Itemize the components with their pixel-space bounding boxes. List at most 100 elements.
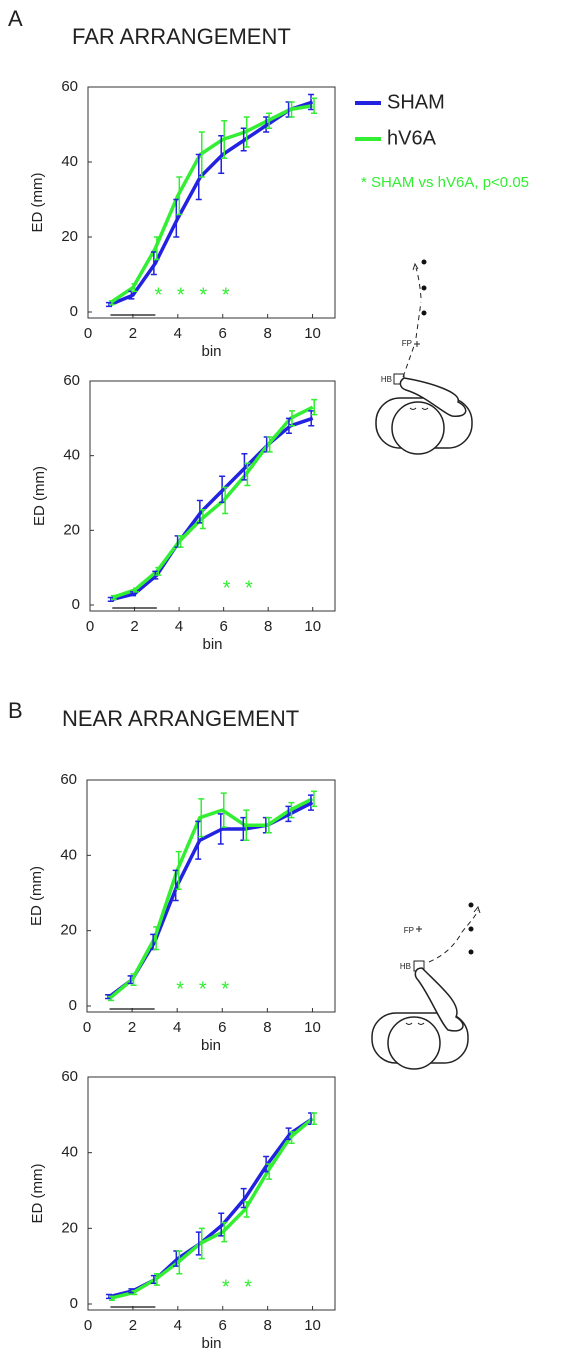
error-bar [288,801,295,819]
x-tick-label: 6 [219,325,227,342]
error-bar [221,1221,228,1243]
error-bar [220,792,227,828]
head [391,401,445,455]
error-bar [108,300,115,306]
x-tick-label: 6 [219,1317,227,1334]
x-tick-label: 8 [263,1019,271,1036]
legend-label: SHAM [387,91,445,113]
error-bar [243,809,250,842]
error-bar [177,535,184,548]
y-tick-label: 0 [72,596,80,613]
error-bar [218,135,225,174]
target [468,902,474,908]
sig-marker: * [223,577,231,599]
error-bar [108,1295,115,1301]
error-bar [263,1155,270,1173]
y-tick-label: 20 [61,228,78,245]
error-bar [152,570,159,580]
error-bar [195,820,202,860]
y-axis-label: ED (mm) [28,866,45,926]
plot-frame [87,86,336,319]
error-bar [199,509,206,530]
y-tick-label: 20 [63,521,80,538]
error-bar [308,410,315,427]
schematic-far: FP HB [375,259,473,455]
series-line [111,405,314,600]
sig-marker: * [222,1276,230,1298]
error-bar [150,1274,157,1284]
error-bar [311,1112,318,1126]
fixation-point [416,926,422,932]
error-bar [263,116,270,133]
error-bar [243,116,250,148]
error-bar [222,486,229,515]
series-line [108,797,314,1000]
error-bar [176,176,183,216]
x-tick-label: 6 [218,1019,226,1036]
arrow-head [473,905,481,914]
error-bar [130,973,137,987]
x-tick-label: 2 [129,325,137,342]
x-tick-label: 2 [130,618,138,635]
sig-marker: * [154,284,162,306]
error-bar [153,236,160,261]
y-tick-label: 20 [60,922,77,939]
error-bar [311,398,318,416]
error-bar [311,97,318,114]
error-bar [155,566,162,576]
y-axis-label: ED (mm) [31,466,48,526]
error-bar [217,813,224,845]
panel-title: NEAR ARRANGEMENT [62,706,299,731]
hb-label: HB [400,962,411,971]
error-bar [176,1250,183,1275]
x-axis-label: bin [201,1037,221,1054]
error-bar [198,798,205,838]
y-tick-label: 40 [60,846,77,863]
y-tick-label: 40 [61,153,78,170]
error-bar [153,926,160,951]
x-axis-label: bin [201,1335,221,1352]
trajectory [402,267,422,378]
eyes [409,407,429,410]
error-bar [150,251,157,276]
error-bar [288,101,295,118]
fixation-point [414,341,420,347]
x-tick-label: 4 [174,325,182,342]
error-bar [288,1131,295,1144]
x-tick-label: 8 [263,1317,271,1334]
error-bar [127,975,134,985]
error-bar [110,594,117,601]
error-bar [243,1201,250,1218]
sig-marker: * [199,284,207,306]
x-tick-label: 0 [86,618,94,635]
y-axis-label: ED (mm) [29,173,46,233]
x-tick-label: 2 [129,1317,137,1334]
error-bar [266,436,273,453]
x-tick-label: 10 [304,1317,321,1334]
error-bar [198,131,205,178]
schematic-near: FP HB [371,902,481,1070]
sig-marker: * [244,1276,252,1298]
y-tick-label: 40 [63,447,80,464]
y-tick-label: 0 [70,1295,78,1312]
error-bar [288,410,295,427]
error-bar [196,499,203,524]
target [468,949,474,955]
error-bar [195,1231,202,1256]
target [421,285,427,291]
x-tick-label: 8 [264,618,272,635]
sig-marker: * [245,577,253,599]
error-bar [310,790,317,808]
error-bar [198,1227,205,1260]
error-bar [307,794,314,811]
error-bar [128,1288,135,1294]
plot-frame [89,380,336,612]
y-tick-label: 60 [61,1068,78,1085]
legend-label: hV6A [387,127,437,149]
error-bar [175,850,182,890]
eyes [405,1022,425,1025]
x-tick-label: 10 [304,618,321,635]
sig-marker: * [176,978,184,1000]
x-tick-label: 0 [84,325,92,342]
series-line [111,416,314,602]
